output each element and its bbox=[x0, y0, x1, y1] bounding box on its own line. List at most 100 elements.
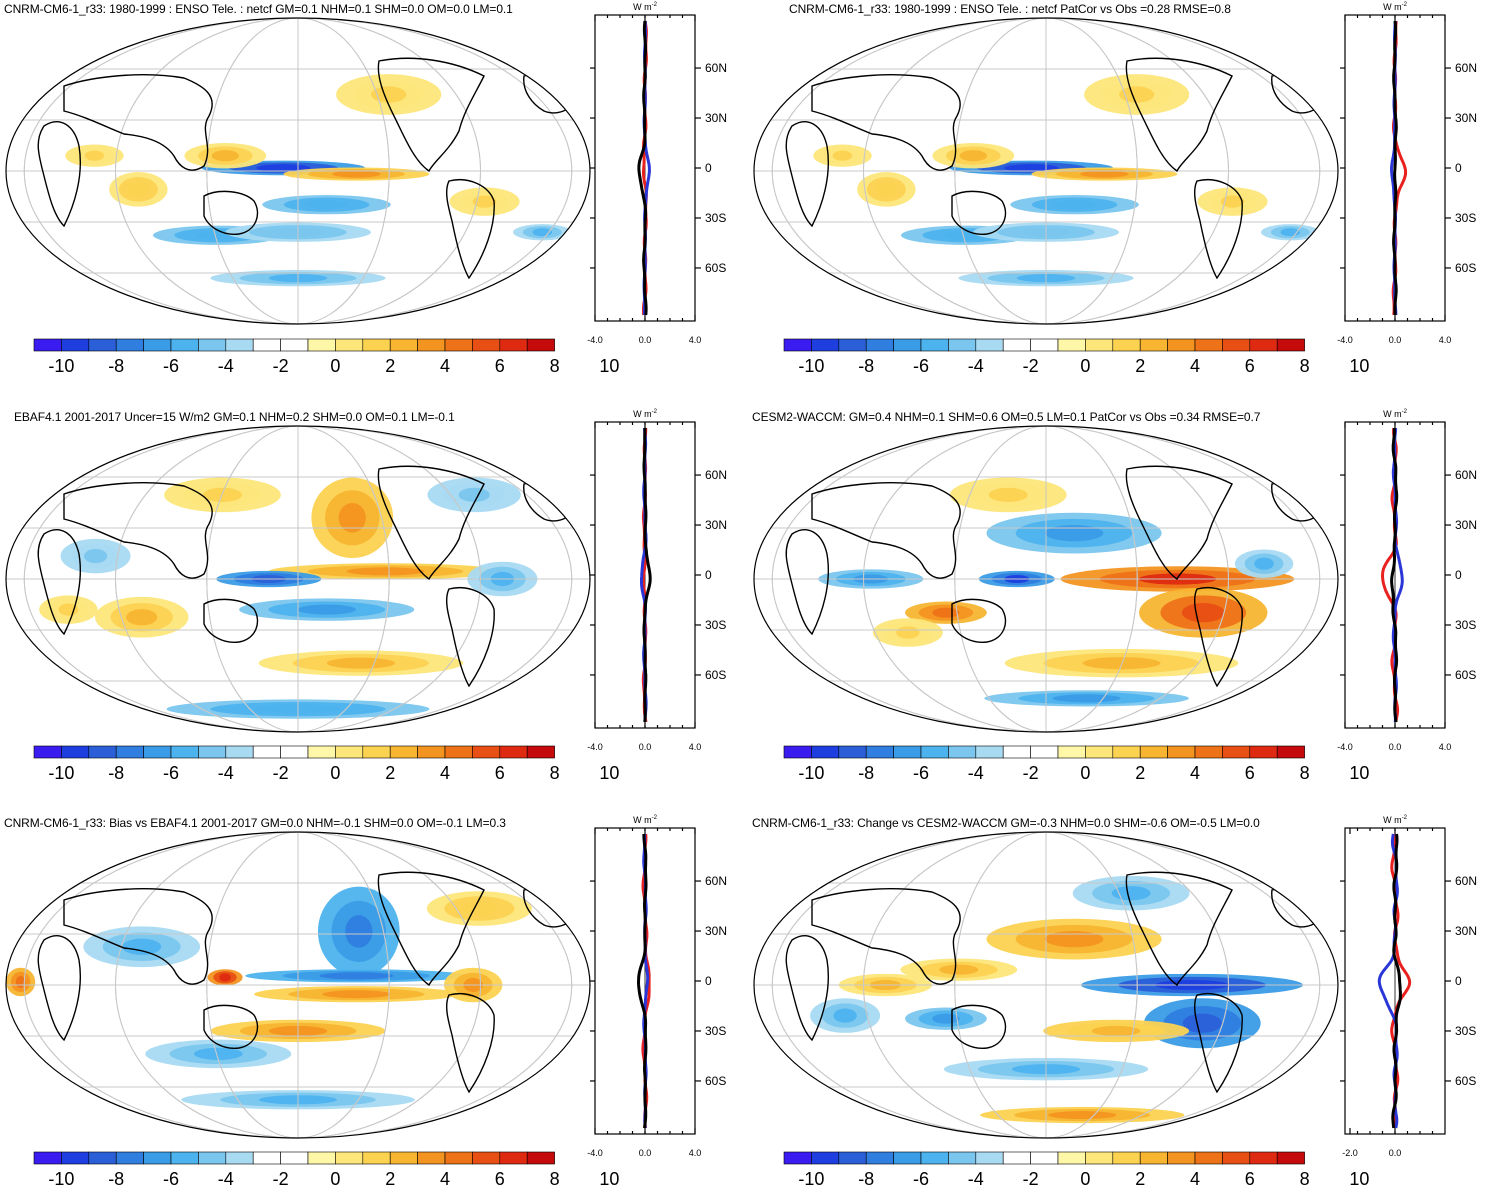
colorbar-swatch bbox=[526, 338, 555, 352]
profile-series-line bbox=[637, 834, 648, 1129]
colorbar-swatch bbox=[783, 1151, 812, 1165]
colorbar-label: -2 bbox=[1023, 1169, 1039, 1187]
colorbar-swatch bbox=[1276, 745, 1305, 759]
zonal-mean-profile: W m-2 60N 30N 0 30S 60S -4.0 0.0 4.0 bbox=[587, 815, 727, 1158]
x-tick-label: -4.0 bbox=[1337, 335, 1353, 345]
lat-tick-label: 30S bbox=[705, 618, 726, 632]
colorbar-swatch bbox=[865, 1151, 894, 1165]
colorbar-swatch bbox=[115, 1151, 144, 1165]
colorbar-label: -4 bbox=[968, 1169, 984, 1187]
colorbar-swatch bbox=[1222, 1151, 1251, 1165]
colorbar: -10 -8 -6 -4 -2 0 2 4 6 8 10 bbox=[783, 1151, 1369, 1187]
colorbar-swatch bbox=[417, 338, 446, 352]
x-tick-label: 4.0 bbox=[689, 742, 702, 752]
colorbar-swatch bbox=[444, 1151, 473, 1165]
colorbar-label: -6 bbox=[913, 763, 929, 783]
lat-tick-label: 60N bbox=[705, 468, 727, 482]
colorbar-swatch bbox=[252, 1151, 281, 1165]
colorbar-label: 4 bbox=[1190, 356, 1200, 376]
colorbar-label: 2 bbox=[385, 356, 395, 376]
colorbar-swatch bbox=[472, 338, 501, 352]
colorbar-swatch bbox=[975, 745, 1004, 759]
panel-title: CNRM-CM6-1_r33: Bias vs EBAF4.1 2001-201… bbox=[4, 816, 506, 830]
colorbar-swatch bbox=[335, 338, 364, 352]
colorbar-swatch bbox=[198, 745, 227, 759]
lat-tick-label: 60N bbox=[1455, 874, 1477, 888]
colorbar-swatch bbox=[783, 338, 812, 352]
colorbar-swatch bbox=[61, 745, 90, 759]
colorbar-swatch bbox=[920, 1151, 949, 1165]
colorbar-swatch bbox=[499, 1151, 528, 1165]
lat-tick-label: 60S bbox=[705, 1074, 726, 1088]
units-label: W m-2 bbox=[633, 409, 657, 419]
colorbar-swatch bbox=[865, 745, 894, 759]
lat-tick-label: 30S bbox=[1455, 211, 1476, 225]
lat-tick-label: 30N bbox=[705, 924, 727, 938]
colorbar-swatch bbox=[472, 745, 501, 759]
colorbar: -10 -8 -6 -4 -2 0 2 4 6 8 10 bbox=[33, 745, 619, 783]
colorbar-swatch bbox=[444, 338, 473, 352]
profile-series-line bbox=[1390, 428, 1399, 723]
colorbar-label: -8 bbox=[858, 1169, 874, 1187]
colorbar-swatch bbox=[1139, 745, 1168, 759]
colorbar-swatch bbox=[88, 745, 117, 759]
colorbar-swatch bbox=[389, 1151, 418, 1165]
colorbar-swatch bbox=[1194, 745, 1223, 759]
colorbar-label: 10 bbox=[1349, 356, 1369, 376]
x-tick-label: -4.0 bbox=[1337, 742, 1353, 752]
colorbar-label: -4 bbox=[218, 356, 234, 376]
colorbar-label: -8 bbox=[108, 356, 124, 376]
colorbar-label: -6 bbox=[163, 356, 179, 376]
colorbar-swatch bbox=[444, 745, 473, 759]
map bbox=[5, 831, 591, 1139]
profile-series-line bbox=[642, 427, 652, 723]
lat-tick-label: 0 bbox=[705, 568, 712, 582]
colorbar-label: -10 bbox=[48, 356, 74, 376]
colorbar-label: 6 bbox=[495, 763, 505, 783]
colorbar-swatch bbox=[280, 1151, 309, 1165]
colorbar-label: -6 bbox=[163, 763, 179, 783]
colorbar-swatch bbox=[88, 338, 117, 352]
colorbar-swatch bbox=[526, 1151, 555, 1165]
colorbar: -10 -8 -6 -4 -2 0 2 4 6 8 10 bbox=[33, 1151, 619, 1187]
colorbar-swatch bbox=[170, 745, 199, 759]
colorbar-label: -2 bbox=[1023, 763, 1039, 783]
colorbar-swatch bbox=[1112, 745, 1141, 759]
colorbar-swatch bbox=[1085, 1151, 1114, 1165]
colorbar-label: -4 bbox=[218, 763, 234, 783]
zonal-mean-profile: W m-2 60N 30N 0 30S 60S -4.0 0.0 4.0 bbox=[587, 409, 727, 752]
colorbar-label: -10 bbox=[798, 763, 824, 783]
map bbox=[753, 831, 1339, 1139]
colorbar-swatch bbox=[1057, 338, 1086, 352]
colorbar-label: 10 bbox=[1349, 763, 1369, 783]
colorbar-swatch bbox=[811, 338, 840, 352]
colorbar-label: 10 bbox=[599, 1169, 619, 1187]
colorbar-label: -4 bbox=[968, 356, 984, 376]
colorbar-swatch bbox=[1249, 745, 1278, 759]
colorbar-swatch bbox=[225, 338, 254, 352]
lat-tick-label: 60S bbox=[705, 261, 726, 275]
colorbar-swatch bbox=[499, 338, 528, 352]
lat-tick-label: 0 bbox=[705, 974, 712, 988]
colorbar-label: 0 bbox=[1080, 1169, 1090, 1187]
lat-tick-label: 60S bbox=[1455, 1074, 1476, 1088]
colorbar-label: 6 bbox=[495, 1169, 505, 1187]
zonal-mean-profile: W m-2 60N 30N 0 30S 60S -4.0 0.0 4.0 bbox=[1337, 2, 1477, 345]
colorbar-label: 6 bbox=[495, 356, 505, 376]
colorbar-swatch bbox=[811, 1151, 840, 1165]
zonal-mean-profile: W m-2 60N 30N 0 30S 60S -4.0 0.0 4.0 bbox=[587, 2, 727, 345]
lat-tick-label: 30N bbox=[1455, 518, 1477, 532]
colorbar-swatch bbox=[389, 745, 418, 759]
x-tick-label: 0.0 bbox=[1389, 742, 1402, 752]
colorbar-swatch bbox=[280, 338, 309, 352]
colorbar-swatch bbox=[362, 745, 391, 759]
colorbar-label: 0 bbox=[330, 1169, 340, 1187]
colorbar-label: 0 bbox=[1080, 356, 1090, 376]
x-tick-label: 0.0 bbox=[639, 742, 652, 752]
lat-tick-label: 60N bbox=[705, 874, 727, 888]
colorbar-swatch bbox=[61, 1151, 90, 1165]
zonal-mean-profile: W m-2 60N 30N 0 30S 60S -4.0 0.0 4.0 bbox=[1337, 409, 1477, 752]
colorbar-swatch bbox=[225, 745, 254, 759]
colorbar-label: -8 bbox=[108, 1169, 124, 1187]
colorbar-label: -6 bbox=[913, 356, 929, 376]
